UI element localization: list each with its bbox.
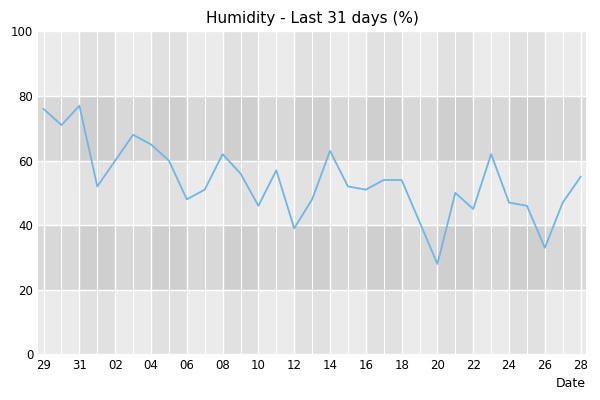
X-axis label: Date: Date	[556, 377, 586, 390]
Bar	[509, 32, 545, 354]
Bar	[294, 32, 330, 354]
Bar	[38, 160, 586, 225]
Bar	[151, 32, 187, 354]
Bar	[38, 32, 586, 96]
Title: Humidity - Last 31 days (%): Humidity - Last 31 days (%)	[206, 11, 419, 26]
Bar	[79, 32, 115, 354]
Bar	[38, 290, 586, 354]
Bar	[437, 32, 473, 354]
Bar	[38, 225, 586, 290]
Bar	[223, 32, 259, 354]
Bar	[366, 32, 401, 354]
Bar	[38, 96, 586, 160]
